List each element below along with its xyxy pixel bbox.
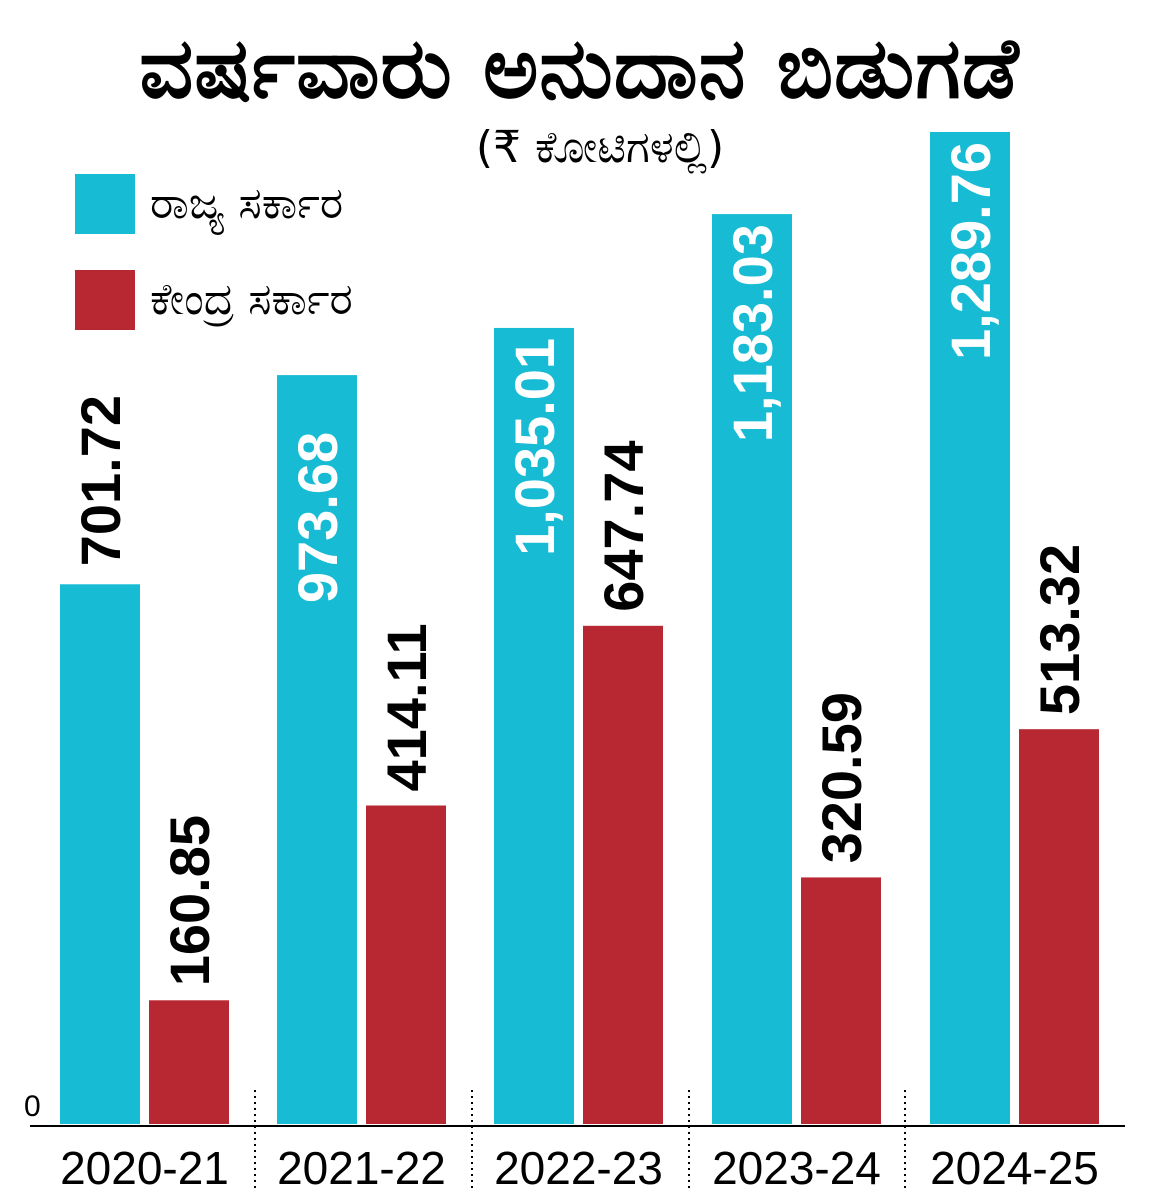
x-tick-label-2024-25: 2024-25 [930,1142,1099,1194]
bar-central-2023-24 [801,877,881,1124]
bar-state-2023-24 [712,214,792,1124]
bar-state-2022-23 [494,327,574,1124]
bar-central-2024-25 [1019,729,1099,1124]
bar-central-2022-23 [583,625,663,1124]
bar-state-2020-21 [60,584,140,1124]
data-label-central-2021-22: 414.11 [375,623,438,791]
data-label-state-2020-21: 701.72 [69,395,132,566]
x-tick-label-2020-21: 2020-21 [60,1142,229,1194]
bar-central-2021-22 [366,805,446,1124]
y-axis-zero-label: 0 [24,1090,41,1123]
data-label-state-2023-24: 1,183.03 [721,224,784,442]
x-tick-label-2021-22: 2021-22 [277,1142,446,1194]
data-label-central-2020-21: 160.85 [158,815,221,986]
bar-central-2020-21 [149,1000,229,1124]
legend-swatch-central-government [75,270,135,330]
data-label-central-2022-23: 647.74 [592,441,655,612]
legend-label-state-government: ರಾಜ್ಯ ಸರ್ಕಾರ [150,178,344,229]
x-tick-label-2022-23: 2022-23 [494,1142,663,1194]
bar-state-2021-22 [277,375,357,1125]
bar-state-2024-25 [930,132,1010,1124]
data-label-state-2021-22: 973.68 [286,432,349,603]
data-label-state-2022-23: 1,035.01 [503,338,566,556]
legend-label-central-government: ಕೇಂದ್ರ ಸರ್ಕಾರ [150,274,353,325]
legend-swatch-state-government [75,174,135,234]
data-label-central-2023-24: 320.59 [810,692,873,863]
chart-title: ವರ್ಷವಾರು ಅನುದಾನ ಬಿಡುಗಡೆ [139,19,1020,117]
data-label-state-2024-25: 1,289.76 [939,142,1002,360]
chart-subtitle: (₹ ಕೋಟಿಗಳಲ್ಲಿ) [475,122,725,173]
x-tick-label-2023-24: 2023-24 [712,1142,881,1194]
data-label-central-2024-25: 513.32 [1028,544,1091,715]
